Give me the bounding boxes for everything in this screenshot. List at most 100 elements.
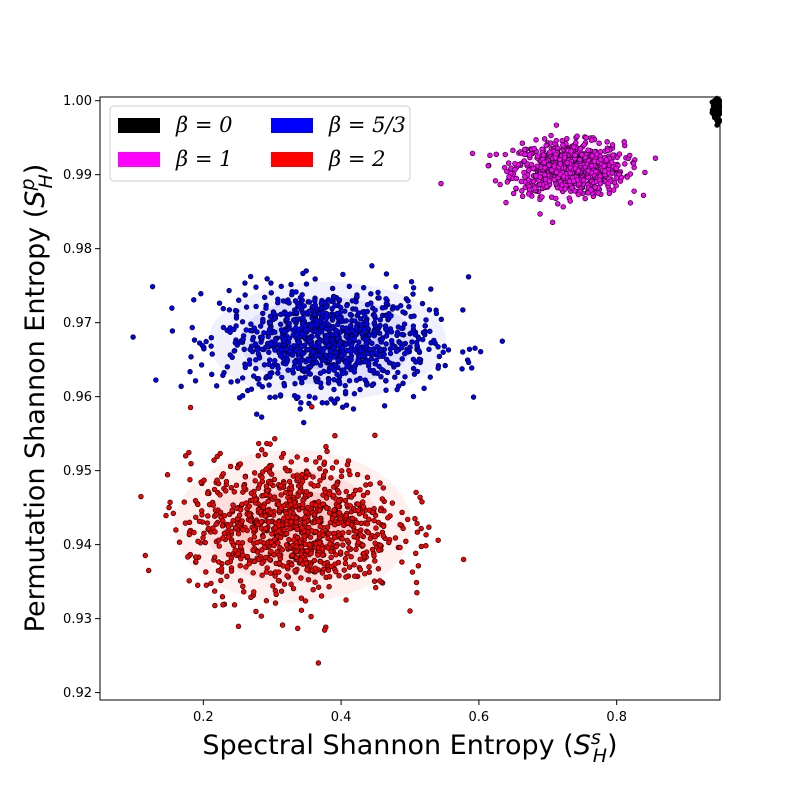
x-tick-label: 0.8: [606, 710, 627, 725]
data-point: [167, 499, 173, 506]
data-point: [465, 359, 472, 366]
data-point: [219, 523, 226, 529]
data-point: [522, 174, 528, 180]
data-point: [267, 320, 274, 326]
data-point: [289, 514, 295, 520]
data-point: [306, 524, 312, 531]
data-point: [331, 507, 337, 513]
data-point: [352, 330, 359, 336]
data-point: [209, 371, 215, 378]
data-point: [243, 304, 250, 310]
data-point: [353, 528, 360, 535]
data-point: [199, 342, 206, 349]
data-point: [298, 400, 304, 406]
data-point: [294, 331, 300, 338]
data-point: [298, 557, 304, 563]
data-point: [306, 400, 312, 407]
data-point: [228, 379, 234, 385]
data-point: [630, 160, 637, 167]
data-point: [317, 370, 324, 376]
data-point: [321, 459, 328, 465]
data-point: [613, 175, 620, 181]
data-point: [346, 545, 352, 551]
data-point: [368, 291, 374, 297]
data-point: [369, 546, 376, 553]
data-point: [470, 394, 477, 400]
data-point: [228, 568, 235, 574]
data-point: [302, 598, 309, 604]
data-point: [512, 166, 518, 173]
data-point: [279, 346, 285, 353]
data-point: [231, 602, 238, 608]
data-point: [375, 289, 381, 296]
data-point: [551, 163, 557, 169]
data-point: [318, 384, 324, 391]
data-point: [539, 194, 545, 200]
data-point: [504, 179, 511, 185]
data-point: [340, 530, 346, 536]
data-point: [196, 518, 203, 524]
data-point: [271, 310, 277, 316]
data-point: [316, 518, 322, 525]
data-point: [275, 577, 282, 584]
data-point: [272, 315, 279, 321]
data-point: [305, 577, 312, 583]
data-point: [272, 329, 278, 335]
data-point: [251, 470, 258, 476]
data-point: [253, 303, 259, 310]
data-point: [188, 354, 194, 360]
data-point: [308, 613, 314, 620]
data-point: [294, 534, 301, 541]
data-point: [342, 389, 349, 395]
data-point: [631, 188, 637, 194]
data-point: [394, 329, 401, 336]
data-point: [380, 533, 386, 539]
data-point: [329, 316, 336, 322]
data-point: [283, 542, 290, 548]
data-point: [376, 295, 382, 301]
data-point: [279, 547, 285, 553]
data-point: [428, 286, 434, 292]
x-axis-title: Spectral Shannon Entropy (Ss H): [202, 727, 617, 767]
data-point: [338, 304, 344, 311]
data-point: [289, 292, 295, 298]
data-point: [546, 178, 553, 184]
data-point: [247, 273, 254, 280]
data-point: [198, 362, 205, 368]
data-point: [580, 177, 587, 184]
data-point: [237, 578, 244, 584]
data-point: [323, 443, 329, 450]
legend-label: β = 0: [175, 113, 232, 137]
data-point: [583, 134, 589, 141]
data-point: [326, 530, 332, 537]
data-point: [595, 190, 601, 196]
data-point: [299, 292, 305, 298]
data-point: [564, 160, 570, 166]
data-point: [357, 556, 363, 563]
data-point: [251, 526, 257, 532]
data-point: [593, 168, 599, 175]
data-point: [263, 598, 270, 604]
data-point: [268, 290, 274, 296]
data-point: [326, 491, 332, 497]
data-point: [596, 140, 602, 146]
data-point: [537, 211, 543, 217]
data-point: [373, 357, 379, 364]
data-point: [372, 432, 378, 438]
data-point: [344, 550, 350, 557]
data-point: [336, 498, 342, 504]
data-point: [435, 365, 441, 371]
data-point: [258, 525, 265, 531]
legend-swatch: [118, 152, 160, 167]
data-point: [163, 512, 169, 519]
data-point: [298, 544, 304, 550]
data-point: [466, 346, 473, 352]
data-point: [560, 204, 566, 210]
data-point: [307, 534, 314, 540]
y-tick-label: 0.93: [63, 612, 92, 627]
data-point: [408, 279, 415, 285]
data-point: [227, 329, 233, 335]
data-point: [307, 338, 313, 345]
data-point: [333, 327, 339, 334]
data-point: [336, 297, 343, 303]
